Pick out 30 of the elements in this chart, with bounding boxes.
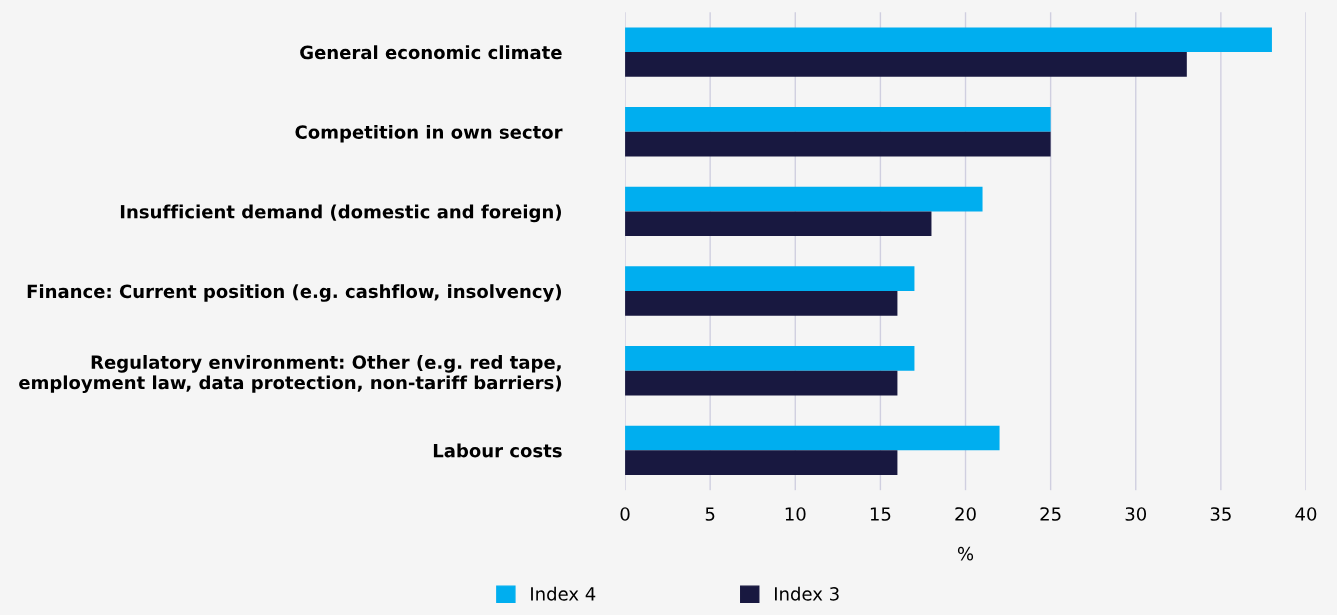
y-tick-label: Labour costs xyxy=(433,443,562,458)
bar xyxy=(625,211,932,237)
x-tick-label: 35 xyxy=(1210,507,1231,521)
bar xyxy=(625,266,915,292)
bar xyxy=(625,370,898,396)
legend-label: Index 3 xyxy=(774,586,839,601)
x-tick-label: 30 xyxy=(1125,507,1147,521)
bar xyxy=(625,425,1000,451)
bar xyxy=(625,346,915,371)
bar xyxy=(625,186,983,212)
x-axis-title: % xyxy=(957,546,974,561)
y-tick-label: Finance: Current position (e.g. cashflow, insolvency) xyxy=(27,284,561,302)
x-tick-label: 40 xyxy=(1295,507,1317,521)
y-tick-label: Competition in own sector xyxy=(295,124,563,143)
y-tick-label: General economic climate xyxy=(300,45,562,60)
x-tick-label: 10 xyxy=(785,507,806,521)
bar xyxy=(625,27,1272,53)
y-tick-label: Insufficient demand (domestic and foreign) xyxy=(120,204,561,223)
bar xyxy=(625,291,898,316)
bar xyxy=(625,52,1187,77)
bar xyxy=(625,107,1051,132)
x-tick-label: 20 xyxy=(955,507,976,521)
bar xyxy=(625,131,1051,157)
x-tick-label: 15 xyxy=(870,507,891,521)
x-tick-label: 0 xyxy=(620,507,630,521)
x-tick-label: 5 xyxy=(705,507,715,521)
y-tick-label: Regulatory environment: Other (e.g. red tape, employment law, data protection, non-tariff barriers) xyxy=(19,355,561,393)
x-tick-label: 25 xyxy=(1040,507,1061,521)
legend-label: Index 4 xyxy=(531,586,596,601)
bar xyxy=(625,450,898,476)
